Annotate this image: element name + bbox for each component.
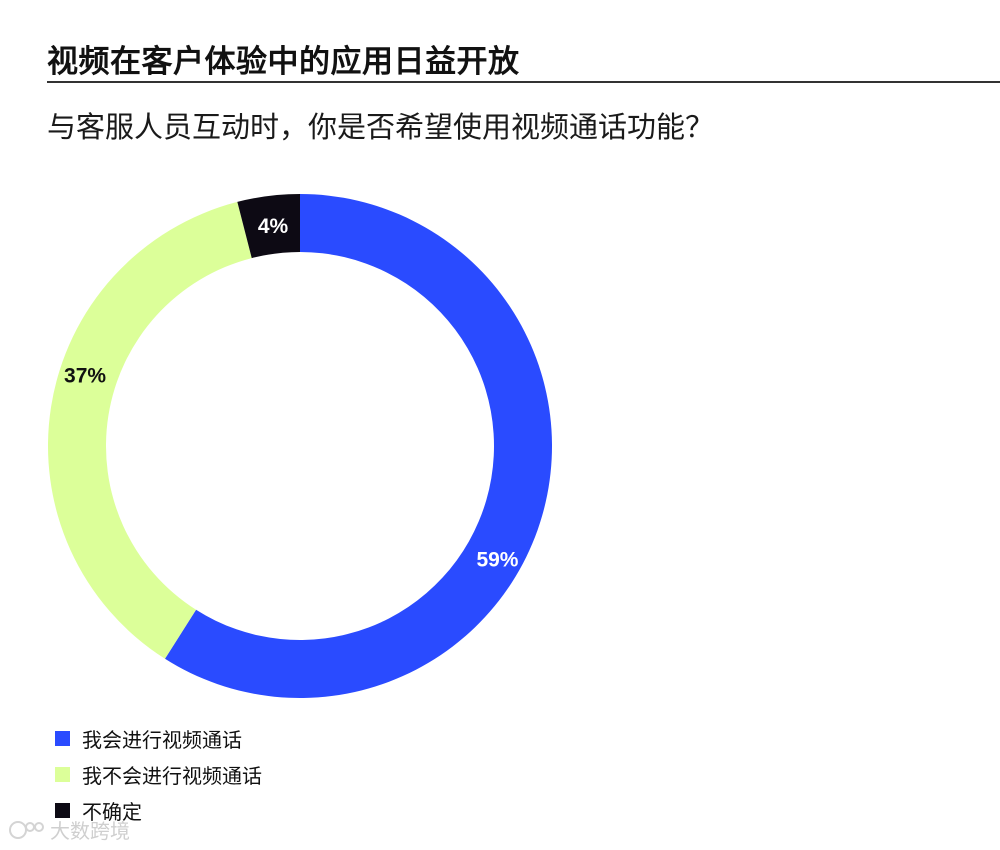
legend-swatch-no (55, 766, 70, 782)
legend-label-unsure: 不确定 (82, 799, 142, 824)
slice-unsure (237, 194, 300, 259)
data-label-unsure: 4% (258, 215, 289, 238)
legend: 我会进行视频通话 我不会进行视频通话 不确定 (55, 720, 262, 828)
legend-label-yes: 我会进行视频通话 (82, 727, 242, 752)
data-label-no: 37% (64, 365, 106, 388)
legend-label-no: 我不会进行视频通话 (82, 763, 262, 788)
watermark-logo-icon (9, 820, 44, 839)
slice-yes (164, 194, 552, 698)
legend-item-yes: 我会进行视频通话 (55, 720, 262, 756)
donut-chart: 59% 37% 4% (48, 194, 552, 698)
watermark: 大数跨境 (8, 815, 130, 844)
legend-swatch-yes (55, 730, 70, 746)
legend-item-unsure: 不确定 (55, 792, 262, 828)
chart-title: 视频在客户体验中的应用日益开放 (47, 44, 520, 80)
legend-item-no: 我不会进行视频通话 (55, 756, 262, 792)
watermark-text: 大数跨境 (50, 819, 130, 843)
data-label-yes: 59% (476, 549, 518, 572)
chart-subtitle: 与客服人员互动时，你是否希望使用视频通话功能？ (47, 110, 715, 144)
slice-no (48, 201, 252, 659)
legend-swatch-unsure (55, 802, 70, 818)
title-divider (47, 81, 1000, 83)
